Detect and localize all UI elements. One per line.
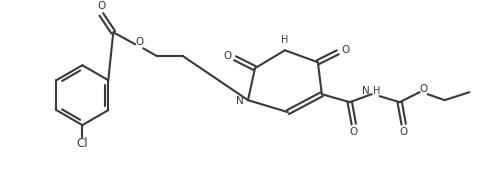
Text: O: O xyxy=(97,1,106,11)
Text: O: O xyxy=(223,51,231,61)
Text: H: H xyxy=(373,86,381,96)
Text: O: O xyxy=(400,127,408,137)
Text: O: O xyxy=(419,84,428,94)
Text: Cl: Cl xyxy=(77,137,88,150)
Text: N: N xyxy=(362,86,370,96)
Text: O: O xyxy=(350,127,358,137)
Text: O: O xyxy=(135,37,143,47)
Text: N: N xyxy=(236,96,244,106)
Text: O: O xyxy=(342,45,350,55)
Text: H: H xyxy=(281,35,289,45)
